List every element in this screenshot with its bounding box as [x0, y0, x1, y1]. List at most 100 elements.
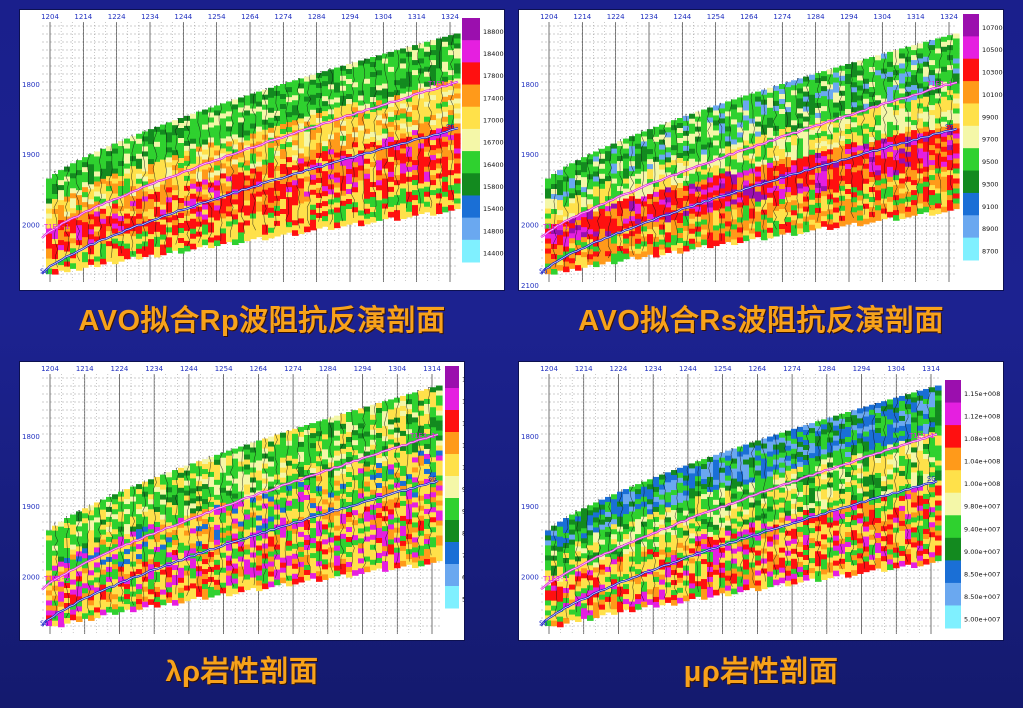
horizon-label-t1e3-1-left: T1E3-1 — [44, 223, 69, 231]
trace-lines — [552, 33, 954, 268]
legend-swatch — [462, 106, 480, 130]
legend-label: 17000 — [483, 116, 504, 124]
horizon-label-t1e3-1-right: T1E3-1 — [909, 432, 934, 440]
legend-label: 1.04e+008 — [964, 458, 1000, 466]
legend-swatch — [445, 520, 459, 543]
x-tick-label: 1264 — [740, 13, 758, 21]
legend-swatch — [963, 192, 979, 216]
y-tick-label: 2000 — [22, 573, 40, 581]
legend-swatch — [963, 81, 979, 104]
horizon-label-t1e3-1-right: T1E3-1 — [927, 80, 952, 88]
legend-label: 1.00e+008 — [964, 480, 1000, 488]
legend-label: 9300 — [982, 180, 999, 188]
horizon-label-sg-left: SG — [40, 268, 48, 276]
x-tick-label: 1224 — [108, 13, 126, 21]
horizon-label-t1e3-1-left: T1E3-1 — [44, 575, 69, 583]
legend-swatch — [945, 515, 961, 539]
legend-label: 9500 — [982, 158, 999, 166]
caption-lambda-rho: λρ岩性剖面 — [165, 656, 319, 688]
legend-label: 7.00e+007 — [462, 552, 464, 560]
x-tick-label: 1244 — [180, 365, 198, 373]
x-tick-label: 1274 — [274, 13, 292, 21]
x-tick-label: 1294 — [853, 365, 871, 373]
legend-swatch — [963, 170, 979, 194]
legend-swatch — [445, 542, 459, 565]
x-tick-label: 1204 — [540, 365, 558, 373]
y-tick-label: 1800 — [22, 433, 40, 441]
legend-swatch — [445, 454, 459, 477]
x-tick-label: 1264 — [748, 365, 766, 373]
legend-swatch — [462, 173, 480, 196]
legend-label: 1.00e+008 — [462, 464, 464, 472]
x-tick-label: 1234 — [141, 13, 159, 21]
section-panel-mu-rho: T1E3-1 T1E3-1 SG SG 1204 1214 1224 1234 1244 1254… — [519, 362, 1003, 640]
legend-swatch — [945, 537, 961, 561]
x-tick-label: 1224 — [607, 13, 625, 21]
x-tick-label: 1214 — [74, 13, 92, 21]
impedance-body — [46, 385, 443, 628]
legend-label: 15800 — [483, 183, 504, 191]
horizon-label-t1e3-1-right: T1E3-1 — [428, 80, 453, 88]
legend-label: 1.15e+008 — [964, 390, 1000, 398]
legend-label: 8.50e+007 — [964, 593, 1000, 601]
color-legend: 1.40e+008 1.30e+008 1.20e+008 1.10e+008 1.00… — [445, 366, 464, 609]
legend-swatch — [445, 586, 459, 609]
x-tick-label: 1254 — [714, 365, 732, 373]
legend-swatch — [462, 128, 480, 152]
legend-label: 1.30e+008 — [462, 398, 464, 406]
x-tick-label: 1304 — [388, 365, 406, 373]
legend-swatch — [963, 103, 979, 127]
legend-swatch — [963, 58, 979, 82]
y-tick-label: 1800 — [521, 81, 539, 89]
legend-label: 1.12e+008 — [964, 413, 1000, 421]
legend-label: 10700 — [982, 24, 1003, 32]
legend-label: 9.00e+007 — [462, 508, 464, 516]
legend-swatch — [963, 36, 979, 60]
legend-swatch — [945, 582, 961, 606]
lambda-rho-section-plot: T1E3-1 T1E3-1 SG SG 1204 1214 1224 1234 1244 1254… — [22, 365, 464, 634]
horizon-label-sg-left: SG — [40, 620, 48, 628]
x-tick-label: 1284 — [807, 13, 825, 21]
caption-rp: AVO拟合Rp波阻抗反演剖面 — [78, 305, 446, 337]
legend-label: 10500 — [982, 46, 1003, 54]
legend-label: 10300 — [982, 69, 1003, 77]
legend-label: 5.00e+007 — [964, 615, 1000, 623]
legend-swatch — [945, 470, 961, 494]
legend-swatch — [462, 217, 480, 241]
impedance-body — [545, 385, 942, 628]
x-tick-label: 1234 — [640, 13, 658, 21]
x-tick-label: 1234 — [145, 365, 163, 373]
x-tick-label: 1224 — [111, 365, 129, 373]
x-tick-label: 1244 — [174, 13, 192, 21]
x-tick-label: 1314 — [922, 365, 940, 373]
legend-swatch — [963, 125, 979, 149]
legend-label: 5.60e+007 — [462, 596, 464, 604]
legend-label: 14400 — [483, 250, 504, 258]
legend-swatch — [945, 492, 961, 516]
x-tick-label: 1254 — [215, 365, 233, 373]
legend-swatch — [445, 366, 459, 389]
legend-label: 17800 — [483, 72, 504, 80]
y-tick-label: 1900 — [22, 503, 40, 511]
x-tick-label: 1294 — [354, 365, 372, 373]
y-tick-label: 2000 — [22, 221, 40, 229]
x-tick-label: 1244 — [673, 13, 691, 21]
y-tick-label: 1800 — [521, 433, 539, 441]
legend-label: 1.10e+008 — [462, 442, 464, 450]
section-panel-lambda-rho: T1E3-1 T1E3-1 SG SG 1204 1214 1224 1234 1244 1254… — [20, 362, 464, 640]
x-tick-label: 1214 — [76, 365, 94, 373]
legend-swatch — [945, 447, 961, 471]
x-tick-label: 1284 — [319, 365, 337, 373]
legend-label: 10100 — [982, 91, 1003, 99]
y-tick-label: 2000 — [521, 221, 539, 229]
legend-label: 9.80e+007 — [964, 503, 1000, 511]
x-tick-label: 1324 — [441, 13, 459, 21]
legend-label: 8.50e+007 — [462, 530, 464, 538]
x-tick-label: 1284 — [818, 365, 836, 373]
x-tick-label: 1204 — [41, 365, 59, 373]
legend-label: 16400 — [483, 161, 504, 169]
x-tick-label: 1204 — [540, 13, 558, 21]
x-tick-label: 1314 — [408, 13, 426, 21]
legend-label: 1.20e+008 — [462, 420, 464, 428]
x-tick-label: 1314 — [423, 365, 441, 373]
